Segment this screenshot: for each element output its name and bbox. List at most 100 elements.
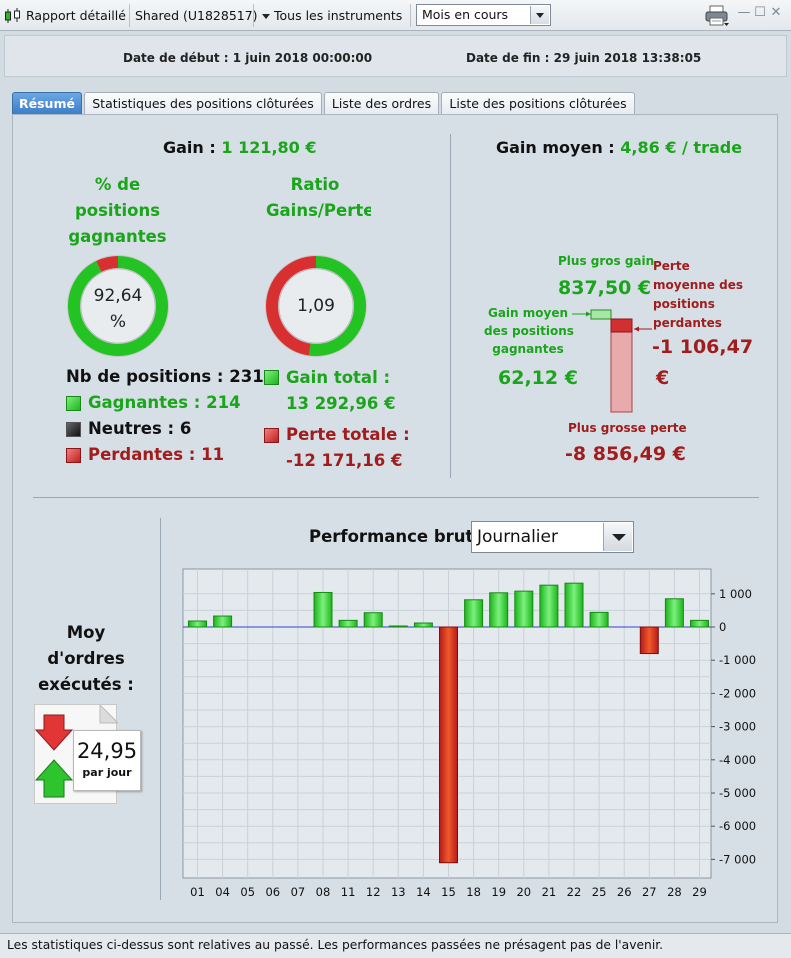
x-tick-label: 06	[265, 885, 280, 899]
green-square-icon	[264, 370, 279, 385]
bar-25	[589, 611, 609, 628]
gain-value: 1 121,80 €	[221, 138, 317, 157]
bar-28	[664, 598, 684, 628]
total-gain-value: 13 292,96 €	[286, 394, 396, 413]
account-selector[interactable]: Shared (U1828517)	[135, 8, 258, 23]
chart-x-axis: 01 04 05 06 07 08 11 12 13 14 15 18 19 20 21 22 25 26 27 28…	[190, 885, 707, 899]
performance-period-select[interactable]: Journalier	[471, 521, 634, 553]
x-tick-label: 07	[291, 885, 306, 899]
x-tick-label: 05	[240, 885, 255, 899]
instruments-dropdown[interactable]: Tous les instruments	[262, 0, 402, 31]
arrow-down-icon	[35, 714, 74, 751]
x-tick-label: 12	[366, 885, 381, 899]
pct-winning-donut	[67, 255, 169, 357]
red-square-icon	[66, 448, 81, 463]
minimize-icon[interactable]: —	[737, 5, 751, 20]
ratio-loss-arc	[266, 256, 366, 356]
tab-closed-positions-list[interactable]: Liste des positions clôturées	[441, 92, 635, 115]
performance-chart: 1 000 0 -1 000 -2 000 -3 000 -4 000 -5 000 -6 0…	[182, 568, 756, 899]
bar-13	[388, 625, 408, 628]
red-square-icon	[264, 428, 279, 443]
x-tick-label: 19	[491, 885, 506, 899]
black-square-icon	[66, 422, 81, 437]
avg-win-label-line: gagnantes	[492, 342, 564, 356]
total-gain-label: Gain total :	[286, 368, 391, 387]
arrow-left-icon	[634, 326, 639, 332]
candlestick-icon	[4, 8, 22, 24]
avg-win-label-line: des positions	[484, 324, 574, 338]
period-select[interactable]: Mois en cours	[416, 4, 551, 26]
ratio-value: 1,09	[297, 296, 335, 316]
bar-08	[313, 591, 333, 628]
gain-summary: Gain : 1 121,80 €	[163, 138, 317, 157]
y-tick-label: 0	[719, 620, 726, 634]
average-gain-label: Gain moyen :	[496, 138, 615, 157]
pct-winning-title: % de positions gagnantes	[60, 172, 175, 250]
x-tick-label: 01	[190, 885, 205, 899]
pct-winning-unit: %	[109, 312, 127, 332]
biggest-loss-bar	[610, 318, 633, 413]
printer-icon[interactable]	[704, 5, 730, 27]
instruments-label: Tous les instruments	[274, 8, 403, 23]
total-loss-value: -12 171,16 €	[286, 451, 403, 470]
x-tick-label: 08	[316, 885, 331, 899]
ratio-title-line: Gains/Pertes	[266, 201, 371, 220]
start-date-label: Date de début :	[123, 51, 229, 65]
close-icon[interactable]: ✕	[770, 5, 782, 20]
bar-18	[464, 599, 484, 628]
neutral-count: Neutres : 6	[88, 419, 192, 438]
pct-winning-value: 92,64 %	[66, 283, 170, 335]
ratio-title: Ratio Gains/Pertes	[259, 172, 371, 224]
x-tick-label: 27	[642, 885, 657, 899]
bar-19	[489, 592, 509, 628]
x-tick-label: 21	[542, 885, 557, 899]
end-date-value: 29 juin 2018 13:38:05	[553, 51, 702, 65]
gain-loss-mini-chart	[572, 309, 652, 413]
tab-orders-list[interactable]: Liste des ordres	[324, 92, 439, 115]
x-tick-label: 26	[617, 885, 632, 899]
biggest-loss-value: -8 856,49 €	[565, 443, 686, 465]
chevron-down-icon[interactable]	[603, 523, 632, 551]
bar-22	[564, 582, 584, 628]
total-loss-label: Perte totale :	[286, 425, 410, 444]
avg-loss-value: -1 106,47	[652, 336, 754, 358]
pct-winning-title-line: positions	[74, 201, 161, 220]
tab-resume[interactable]: Résumé	[12, 92, 82, 115]
gain-label: Gain :	[163, 138, 216, 157]
biggest-loss-label: Plus grosse perte	[568, 421, 687, 435]
avg-orders-title-line: Moy	[66, 623, 106, 642]
start-date: Date de début : 1 juin 2018 00:00:00	[123, 51, 372, 65]
avg-win-bar	[590, 309, 612, 320]
orders-per-day-unit: par jour	[82, 766, 132, 779]
section-divider	[33, 497, 759, 498]
avg-loss-currency: €	[656, 367, 670, 389]
bar-21	[539, 584, 559, 628]
pct-winning-number: 92,64	[93, 286, 143, 306]
chart-bars	[188, 582, 709, 864]
bar-12	[363, 612, 383, 628]
pct-losing-arc	[68, 256, 168, 356]
biggest-gain-label: Plus gros gain	[558, 254, 655, 268]
avg-loss-bar	[610, 318, 633, 333]
biggest-gain-value: 837,50 €	[558, 277, 652, 299]
y-tick-label: -3 000	[719, 720, 756, 734]
report-title: Rapport détaillé	[26, 8, 126, 23]
period-select-value: Mois en cours	[422, 7, 509, 22]
avg-loss-label-line: positions	[653, 297, 715, 311]
tab-closed-positions-stats[interactable]: Statistiques des positions clôturées	[84, 92, 322, 115]
performance-period-value: Journalier	[477, 527, 558, 547]
end-date: Date de fin : 29 juin 2018 13:38:05	[466, 51, 701, 65]
section-divider	[450, 134, 451, 478]
chevron-down-icon[interactable]	[530, 6, 549, 24]
maximize-icon[interactable]: ☐	[754, 5, 766, 20]
x-tick-label: 04	[215, 885, 230, 899]
x-tick-label: 28	[667, 885, 682, 899]
losers-count: Perdantes : 11	[88, 445, 225, 464]
x-tick-label: 22	[567, 885, 582, 899]
x-tick-label: 29	[692, 885, 707, 899]
section-divider	[160, 518, 161, 900]
x-tick-label: 11	[341, 885, 356, 899]
x-tick-label: 20	[516, 885, 531, 899]
orders-per-day-card: 24,95 par jour	[73, 730, 141, 791]
chart-y-axis: 1 000 0 -1 000 -2 000 -3 000 -4 000 -5 000 -6 0…	[711, 587, 756, 866]
